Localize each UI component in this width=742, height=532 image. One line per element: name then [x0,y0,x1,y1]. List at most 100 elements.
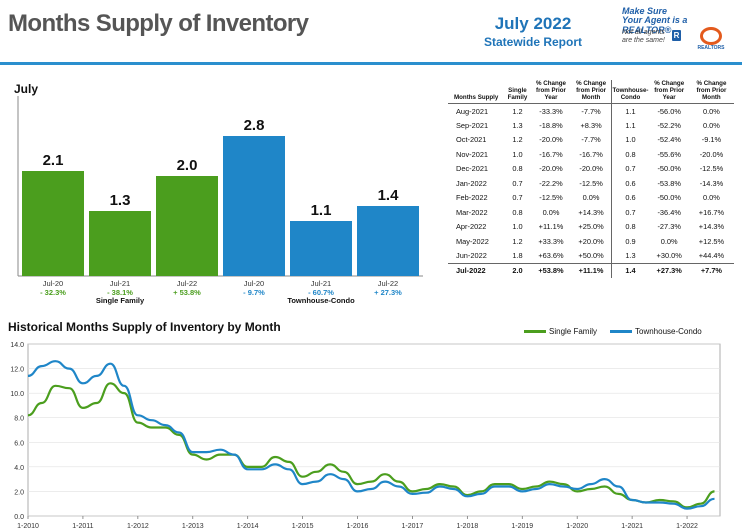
table-cell: 1.0 [512,149,523,159]
table-cell: -55.6% [657,149,681,159]
x-tick-label: 1-2020 [566,523,588,530]
table-cell: Oct-2021 [456,135,487,145]
table-cell: Mar-2022 [456,207,488,217]
table-column-header: % Change from Prior Month [688,80,734,104]
bar-pct-change-label: + 27.3% [374,288,402,297]
table-cell: +63.6% [538,251,564,260]
table-cell: May-2022 [456,236,489,246]
table-cell: 0.0% [703,120,720,130]
line-chart: 0.0 2.0 4.0 6.0 8.0 10.0 12.0 14.0 1-2010 1-2011 1… [10,342,721,530]
table-cell: +11.1% [538,222,564,232]
x-tick-label: 1-2011 [72,523,93,530]
x-tick-label: 1-2019 [511,523,533,530]
table-cell: 1.2 [512,236,523,246]
bar-value-label: 2.0 [177,157,198,174]
table-cell: +25.0% [571,219,612,234]
table-cell: 1.0 [625,135,636,145]
table-cell: +33.3% [538,236,564,246]
table-row: May-2022 1.2 +33.3% +20.0% 0.9 0.0% +12.5% [448,234,734,249]
association-logo-text: REALTORS [697,45,725,51]
table-cell: -9.1% [701,135,722,145]
series-line-single-family [27,382,715,509]
logo-tagline-2: Your Agent is a REALTOR® [622,15,688,35]
table-cell: -12.5% [699,164,724,174]
logo-tagline-3: Not all agents [622,29,665,36]
y-tick-label: 6.0 [14,440,24,447]
bar-category-label: Jul-20 [244,279,264,288]
x-tick-label: 1-2012 [127,523,149,530]
header-divider [0,62,742,65]
line-chart-title: Historical Months Supply of Inventory by… [8,320,281,334]
table-cell: -18.8% [539,120,563,130]
table-cell: -53.8% [657,178,681,188]
table-cell: Aug-2021 [456,106,489,116]
report-date: July 2022 [494,14,572,33]
table-cell: +27.3% [649,262,689,278]
series-line-townhouse-condo [27,360,715,510]
bar-pct-change-label: - 38.1% [107,288,133,297]
report-subtitle: Statewide Report [483,35,582,49]
table-cell: +44.4% [698,251,725,260]
table-cell: 0.7 [625,207,636,217]
logo-tagline-1: Make Sure [622,6,668,16]
table-row: Aug-2021 1.2 -33.3% -7.7% 1.1 -56.0% 0.0% [448,103,734,118]
table-cell: 0.8 [625,149,636,159]
table-cell: -12.5% [571,176,612,191]
table-row: Jan-2022 0.7 -22.2% -12.5% 0.6 -53.8% -14.3% [448,176,734,191]
bar-chart-title: July [14,82,39,96]
table-cell: +16.7% [698,207,725,217]
table-cell: -56.0% [657,106,681,116]
table-cell: 0.0% [703,193,720,203]
table-cell: 0.0% [571,190,612,205]
bar-category-label: Jul-20 [43,279,63,288]
table-cell: -20.0% [539,135,563,145]
x-tick-label: 1-2022 [676,523,698,530]
association-logo-icon: REALTORS [686,27,734,53]
legend-townhouse-condo: Townhouse-Condo [610,327,702,336]
table-cell: +12.5% [698,236,725,246]
bar [223,136,285,276]
table-cell: 0.7 [625,164,636,174]
table-cell: -14.3% [699,178,724,188]
table-cell: 1.0 [512,222,523,232]
report-heading: July 2022 Statewide Report [478,14,588,49]
table-cell: -50.0% [657,164,681,174]
table-column-header: Months Supply [448,80,505,104]
bar-group-label: Townhouse-Condo [287,296,355,305]
table-column-header: Single Family [504,80,531,104]
line-plot-frame [27,343,721,517]
bar-pct-change-label: + 53.8% [173,288,201,297]
table-row: Feb-2022 0.7 -12.5% 0.0% 0.6 -50.0% 0.0% [448,190,734,205]
table-cell: -36.4% [657,207,681,217]
table-cell: 0.8 [512,164,523,174]
bar [22,171,84,276]
table-cell: +30.0% [656,251,682,260]
logo-tagline-4: are the same! [622,37,665,44]
table-cell: 1.3 [512,120,523,130]
table-cell: Nov-2021 [456,149,489,159]
bar-category-label: Jul-22 [177,279,197,288]
table-cell: Dec-2021 [456,164,489,174]
table-cell: 0.0% [660,236,678,246]
table-cell: 0.6 [625,193,636,203]
table-header-row: Months Supply Single Family % Change from … [448,80,734,104]
bar [89,211,151,276]
table-cell: 0.0% [542,207,560,217]
association-ring-icon [700,27,722,45]
y-tick-label: 14.0 [10,342,24,349]
table-cell: Feb-2022 [456,193,488,203]
table-cell: +8.3% [571,118,612,133]
y-tick-label: 10.0 [10,391,24,398]
table-cell: 1.3 [625,251,636,260]
bar-pct-change-label: - 60.7% [308,288,334,297]
table-row: Nov-2021 1.0 -16.7% -16.7% 0.8 -55.6% -20.0% [448,147,734,162]
table-cell: -7.7% [571,103,612,118]
table-cell: 1.4 [611,262,650,278]
table-cell: +50.0% [571,248,612,263]
table-cell: Jun-2022 [456,251,487,260]
bar [156,176,218,276]
bar-group-label: Single Family [96,296,145,305]
bar [357,206,419,276]
table-cell: -52.4% [657,135,681,145]
